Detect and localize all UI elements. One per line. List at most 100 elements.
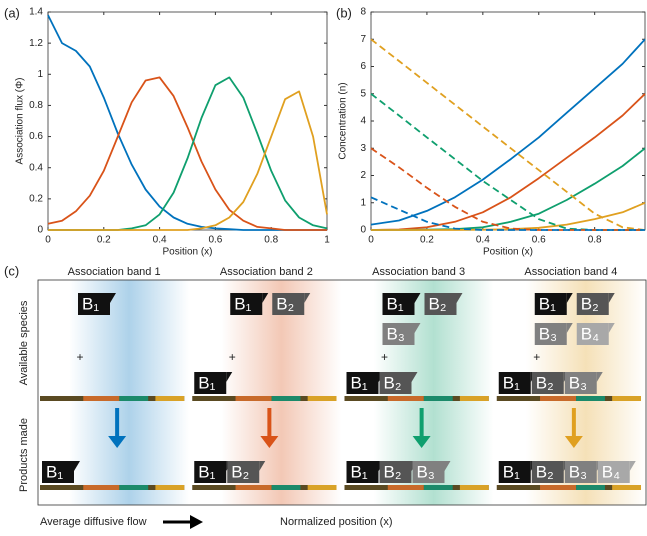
substrate-segment xyxy=(83,485,119,490)
substrate-segment xyxy=(424,396,453,401)
species-label: B₁ xyxy=(46,462,63,481)
y-tick-label: 1 xyxy=(37,69,43,80)
substrate-segment xyxy=(308,485,337,490)
y-axis-label: Concentration (n) xyxy=(338,82,349,159)
species-label: B₂ xyxy=(536,462,554,481)
y-tick-label: 4 xyxy=(360,116,366,127)
substrate-segment xyxy=(155,485,184,490)
plus-sign: + xyxy=(533,350,540,364)
substrate-segment xyxy=(155,396,184,401)
substrate-segment xyxy=(612,396,641,401)
species-label: B₁ xyxy=(503,373,520,392)
substrate-segment xyxy=(576,396,605,401)
species-label: B₂ xyxy=(384,373,402,392)
x-tick-label: 0.6 xyxy=(208,235,222,246)
x-axis-label: Position (x) xyxy=(162,247,212,258)
y-tick-label: 0.8 xyxy=(29,100,43,111)
panel-label: (c) xyxy=(4,263,19,278)
species-label: B₁ xyxy=(351,373,368,392)
panel-label: (b) xyxy=(336,5,352,20)
species-label: B₁ xyxy=(198,373,215,392)
y-tick-label: 5 xyxy=(360,88,366,99)
species-label: B₃ xyxy=(569,373,587,392)
x-tick-label: 0 xyxy=(368,235,374,246)
x-axis-label: Position (x) xyxy=(483,247,533,258)
series-line xyxy=(371,39,645,230)
species-label: B₂ xyxy=(276,294,294,313)
species-label: B₁ xyxy=(503,462,520,481)
substrate-segment xyxy=(540,396,576,401)
panel-label: (a) xyxy=(4,5,20,20)
x-tick-label: 0 xyxy=(45,235,51,246)
substrate-segment xyxy=(388,396,424,401)
species-label: B₃ xyxy=(539,324,557,343)
plus-sign: + xyxy=(381,350,388,364)
y-tick-label: 0.4 xyxy=(29,162,43,173)
plus-sign: + xyxy=(76,350,83,364)
substrate-segment xyxy=(119,485,148,490)
x-tick-label: 0.4 xyxy=(153,235,167,246)
x-tick-label: 1 xyxy=(324,235,330,246)
series-line xyxy=(371,197,645,230)
x-tick-label: 0.8 xyxy=(588,235,602,246)
flow-arrow-head xyxy=(190,515,203,529)
substrate-segment xyxy=(612,485,641,490)
flow-label: Average diffusive flow xyxy=(40,516,147,528)
y-tick-label: 3 xyxy=(360,143,366,154)
species-label: B₂ xyxy=(429,294,447,313)
species-label: B₄ xyxy=(602,462,620,481)
species-label: B₃ xyxy=(417,462,435,481)
y-tick-label: 0.6 xyxy=(29,131,43,142)
species-label: B₁ xyxy=(387,294,404,313)
y-tick-label: 0 xyxy=(360,225,366,236)
substrate-segment xyxy=(272,396,301,401)
species-label: B₂ xyxy=(536,373,554,392)
band-title: Association band 1 xyxy=(68,266,161,278)
substrate-segment xyxy=(308,396,337,401)
series-line xyxy=(371,39,645,224)
species-label: B₂ xyxy=(231,462,249,481)
species-label: B₁ xyxy=(82,294,99,313)
species-label: B₃ xyxy=(569,462,587,481)
substrate-segment xyxy=(424,485,453,490)
y-axis-label: Association flux (Φ) xyxy=(15,78,26,165)
y-tick-label: 2 xyxy=(360,170,366,181)
series-line xyxy=(48,15,327,230)
species-label: B₁ xyxy=(351,462,368,481)
species-label: B₂ xyxy=(384,462,402,481)
y-tick-label: 7 xyxy=(360,34,366,45)
species-label: B₁ xyxy=(539,294,556,313)
substrate-segment xyxy=(272,485,301,490)
species-label: B₁ xyxy=(234,294,251,313)
row-label: Available species xyxy=(18,300,30,385)
y-tick-label: 1.4 xyxy=(29,7,43,18)
x-tick-label: 0.2 xyxy=(420,235,434,246)
y-tick-label: 1.2 xyxy=(29,38,43,49)
y-tick-label: 0.2 xyxy=(29,193,43,204)
y-tick-label: 8 xyxy=(360,7,366,18)
substrate-segment xyxy=(460,396,489,401)
substrate-segment xyxy=(460,485,489,490)
substrate-segment xyxy=(576,485,605,490)
substrate-segment xyxy=(236,485,272,490)
x-tick-label: 0.2 xyxy=(97,235,111,246)
band-title: Association band 3 xyxy=(372,266,465,278)
y-tick-label: 0 xyxy=(37,225,43,236)
substrate-segment xyxy=(388,485,424,490)
substrate-segment xyxy=(236,396,272,401)
x-tick-label: 0.6 xyxy=(532,235,546,246)
substrate-segment xyxy=(119,396,148,401)
species-label: B₄ xyxy=(581,324,599,343)
species-label: B₃ xyxy=(387,324,405,343)
substrate-segment xyxy=(540,485,576,490)
band-title: Association band 2 xyxy=(220,266,313,278)
plus-sign: + xyxy=(229,350,236,364)
species-label: B₁ xyxy=(198,462,215,481)
row-label: Products made xyxy=(18,418,30,492)
x-tick-label: 0.8 xyxy=(264,235,278,246)
figure: 0 0.2 0.4 0.6 0.8 1 0 0.2 0.4 0.6 0.8 1 1.2 1.4 Positi… xyxy=(0,0,647,536)
plot-frame xyxy=(48,12,327,230)
x-tick-label: 0.4 xyxy=(476,235,490,246)
species-label: B₂ xyxy=(581,294,599,313)
y-tick-label: 1 xyxy=(360,197,366,208)
